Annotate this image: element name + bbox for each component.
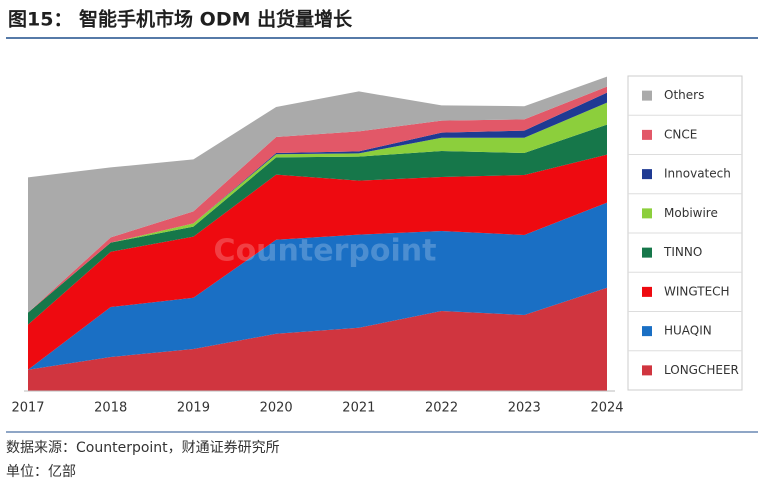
area xyxy=(28,202,607,370)
legend-label: LONGCHEER xyxy=(664,363,739,377)
legend-swatch xyxy=(642,326,652,337)
x-tick-label: 2018 xyxy=(94,401,127,416)
legend-label: HUAQIN xyxy=(664,324,712,338)
legend-swatch xyxy=(642,129,652,140)
legend-swatch xyxy=(642,286,652,297)
chart-title: 图15： 智能手机市场 ODM 出货量增长 xyxy=(8,8,353,31)
x-tick-label: 2024 xyxy=(590,401,623,416)
x-tick-label: 2017 xyxy=(11,401,44,416)
legend-swatch xyxy=(642,169,652,180)
area xyxy=(28,124,607,325)
legend-label: WINGTECH xyxy=(664,284,730,298)
legend-swatch xyxy=(642,90,652,101)
source-note: 数据来源：Counterpoint，财通证券研究所 xyxy=(6,440,280,456)
watermark: Counterpoint xyxy=(214,234,437,269)
x-tick-label: 2022 xyxy=(425,401,458,416)
area xyxy=(28,76,607,313)
unit-note: 单位：亿部 xyxy=(6,464,76,480)
areas xyxy=(28,76,607,391)
legend-label: Mobiwire xyxy=(664,206,718,220)
legend-swatch xyxy=(642,208,652,219)
legend-label: TINNO xyxy=(663,245,702,259)
area xyxy=(28,287,607,391)
legend-label: Others xyxy=(664,88,704,102)
x-tick-label: 2021 xyxy=(342,401,375,416)
legend-swatch xyxy=(642,365,652,376)
area xyxy=(28,154,607,370)
x-tick-label: 2019 xyxy=(177,401,210,416)
legend-swatch xyxy=(642,247,652,258)
legend-label: CNCE xyxy=(664,127,697,141)
x-tick-label: 2023 xyxy=(508,401,541,416)
legend-label: Innovatech xyxy=(664,167,731,181)
x-tick-label: 2020 xyxy=(260,401,293,416)
